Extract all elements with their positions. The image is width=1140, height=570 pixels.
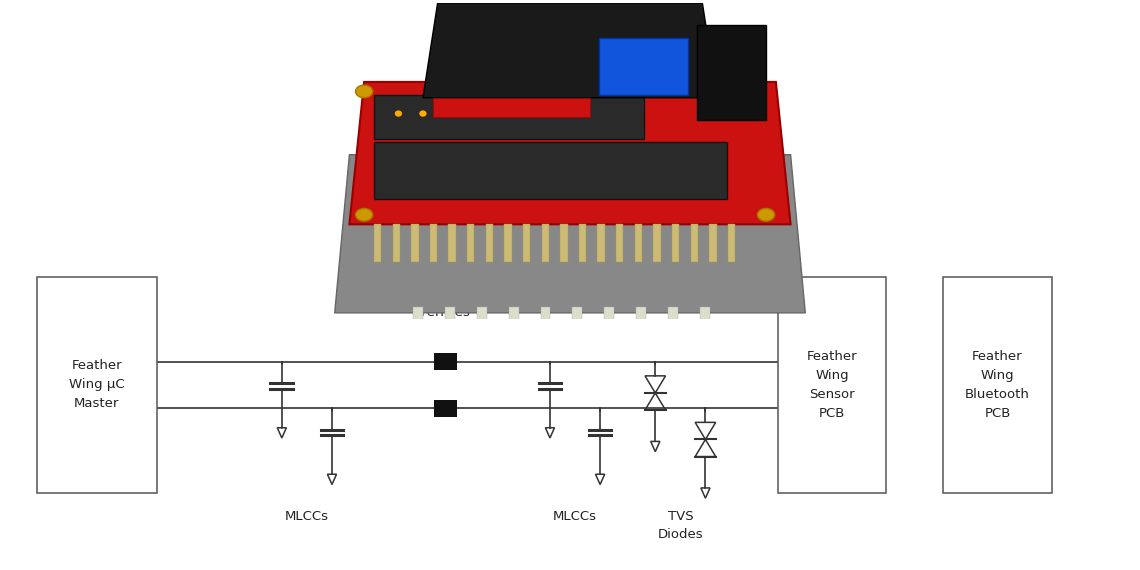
Text: Feather
Wing
Bluetooth
PCB: Feather Wing Bluetooth PCB [966, 350, 1029, 420]
Bar [777, 276, 887, 493]
Text: Feather
Wing
Sensor
PCB: Feather Wing Sensor PCB [807, 350, 857, 420]
Text: Ferrites: Ferrites [421, 306, 471, 319]
Polygon shape [423, 3, 717, 97]
Bar [560, 224, 568, 262]
Bar [477, 307, 487, 344]
Ellipse shape [542, 111, 549, 117]
Polygon shape [349, 82, 790, 224]
Ellipse shape [492, 111, 500, 117]
Bar [542, 224, 549, 262]
Bar [604, 307, 614, 344]
Bar [392, 224, 400, 262]
Bar [433, 97, 589, 117]
Polygon shape [335, 154, 805, 313]
Bar [445, 307, 455, 344]
Text: MLCCs: MLCCs [285, 510, 328, 523]
Bar [434, 353, 457, 370]
Bar [944, 276, 1052, 493]
Bar [412, 224, 418, 262]
Bar [671, 224, 679, 262]
Ellipse shape [757, 209, 775, 221]
Text: MLCCs: MLCCs [553, 510, 597, 523]
Bar [434, 400, 457, 417]
Bar [572, 307, 583, 344]
Bar [653, 224, 661, 262]
Bar [579, 224, 586, 262]
Ellipse shape [567, 111, 573, 117]
Bar [467, 224, 474, 262]
Bar [635, 224, 642, 262]
Bar [374, 224, 381, 262]
Bar [413, 307, 423, 344]
Text: Feather
Wing μC
Master: Feather Wing μC Master [70, 359, 124, 410]
Bar [540, 307, 551, 344]
Bar [636, 307, 646, 344]
Bar [508, 307, 519, 344]
Bar [698, 25, 766, 120]
Bar [727, 224, 735, 262]
Bar [38, 276, 157, 493]
Bar [691, 224, 698, 262]
Bar [616, 224, 624, 262]
Bar [700, 307, 710, 344]
Bar [597, 224, 605, 262]
Text: TVS
Diodes: TVS Diodes [658, 510, 703, 541]
Ellipse shape [356, 209, 373, 221]
Ellipse shape [469, 111, 475, 117]
Bar [486, 224, 492, 262]
Ellipse shape [518, 111, 524, 117]
Bar [374, 142, 727, 199]
Bar [600, 38, 687, 95]
Bar [668, 307, 678, 344]
Ellipse shape [420, 111, 426, 117]
Ellipse shape [394, 111, 402, 117]
Bar [523, 224, 530, 262]
Bar [448, 224, 456, 262]
Bar [709, 224, 717, 262]
Bar [430, 224, 437, 262]
Ellipse shape [356, 85, 373, 97]
Bar [504, 224, 512, 262]
Bar [374, 95, 643, 139]
Ellipse shape [443, 111, 451, 117]
